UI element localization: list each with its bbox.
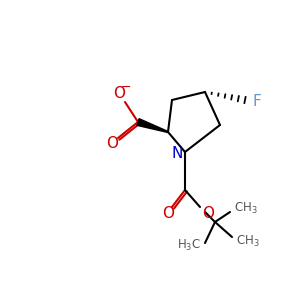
Text: CH$_3$: CH$_3$ (234, 200, 258, 215)
Text: N: N (171, 146, 183, 161)
Text: −: − (121, 80, 131, 94)
Text: O: O (113, 86, 125, 101)
Text: O: O (162, 206, 174, 221)
Polygon shape (137, 119, 168, 133)
Text: CH$_3$: CH$_3$ (236, 233, 260, 248)
Text: F: F (253, 94, 261, 110)
Text: O: O (202, 206, 214, 220)
Text: O: O (106, 136, 118, 151)
Text: H$_3$C: H$_3$C (177, 238, 201, 253)
